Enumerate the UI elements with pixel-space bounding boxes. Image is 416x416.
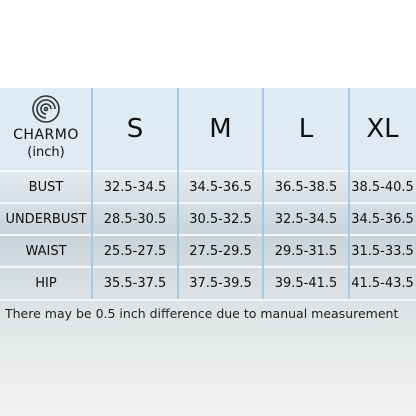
cell-value: 32.5-34.5 (103, 180, 167, 195)
footnote: There may be 0.5 inch difference due to … (5, 306, 399, 321)
cell-value: 34.5-36.5 (189, 180, 252, 195)
brand: CHARMO (13, 127, 79, 143)
row-divider (0, 170, 416, 172)
size-header: S (92, 88, 178, 170)
cell-value: 25.5-27.5 (103, 244, 167, 259)
size-header: XL (349, 88, 416, 170)
cell-value: 35.5-37.5 (103, 276, 167, 291)
row-divider (0, 299, 416, 301)
cell-value: 34.5-36.5 (351, 212, 414, 227)
row-label: WAIST (25, 244, 67, 259)
column-divider (91, 88, 93, 299)
cell-value: 38.5-40.5 (351, 180, 414, 195)
cell-value: 36.5-38.5 (274, 180, 338, 195)
row-label: HIP (35, 276, 57, 291)
size-header: M (178, 88, 263, 170)
cell-value: 37.5-39.5 (189, 276, 252, 291)
column-divider (262, 88, 264, 299)
row-label: UNDERBUST (5, 212, 87, 227)
column-divider (348, 88, 350, 299)
unit: (inch) (27, 145, 65, 160)
row-label: BUST (28, 180, 64, 195)
cell-value: 41.5-43.5 (351, 276, 414, 291)
row-divider (0, 202, 416, 204)
row-divider (0, 266, 416, 268)
cell-value: 39.5-41.5 (274, 276, 338, 291)
logo (32, 95, 60, 123)
column-divider (177, 88, 179, 299)
brand-cell: CHARMO (inch) (0, 88, 92, 170)
cell-value: 30.5-32.5 (189, 212, 252, 227)
cell-value: 31.5-33.5 (351, 244, 414, 259)
cell-value: 28.5-30.5 (103, 212, 167, 227)
size-header: L (263, 88, 349, 170)
row-divider (0, 234, 416, 236)
cell-value: 27.5-29.5 (189, 244, 252, 259)
cell-value: 29.5-31.5 (274, 244, 338, 259)
cell-value: 32.5-34.5 (274, 212, 338, 227)
